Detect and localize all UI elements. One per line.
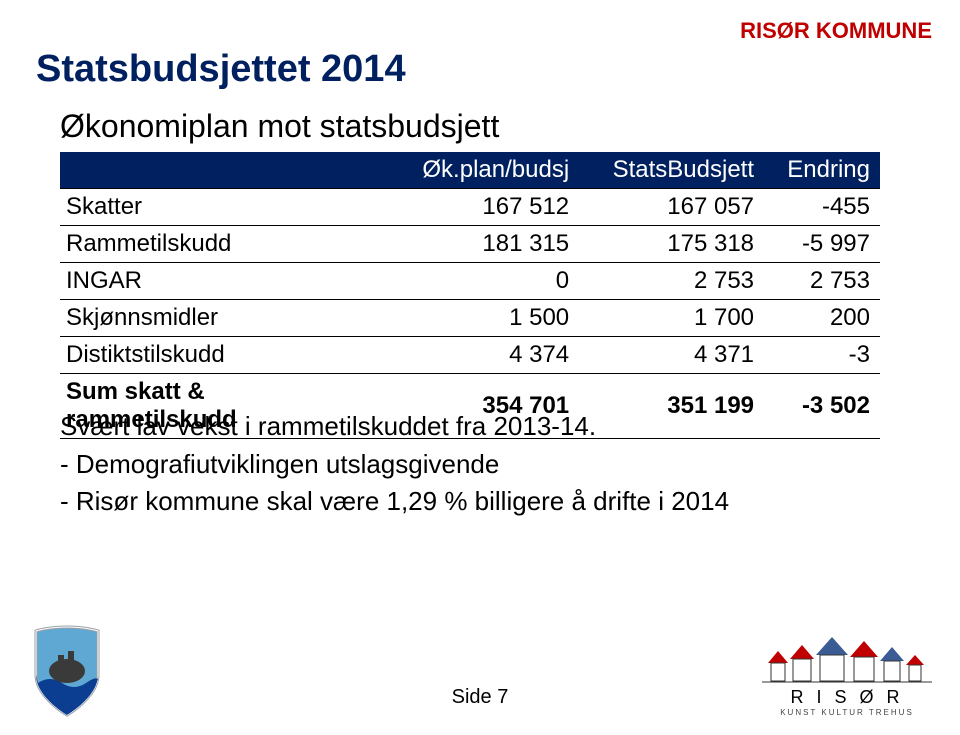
- row-statsbud: 2 753: [579, 263, 764, 300]
- row-endring: -455: [764, 189, 880, 226]
- col-endring: Endring: [764, 152, 880, 189]
- row-statsbud: 175 318: [579, 226, 764, 263]
- row-statsbud: 1 700: [579, 300, 764, 337]
- body-line-2: - Demografiutviklingen utslagsgivende: [60, 446, 729, 484]
- row-endring: 200: [764, 300, 880, 337]
- page-subtitle: Økonomiplan mot statsbudsjett: [60, 108, 499, 145]
- table-row: Rammetilskudd181 315175 318-5 997: [60, 226, 880, 263]
- table-row: Skjønnsmidler1 5001 700200: [60, 300, 880, 337]
- body-text: Svært lav vekst i rammetilskuddet fra 20…: [60, 408, 729, 521]
- body-line-1: Svært lav vekst i rammetilskuddet fra 20…: [60, 408, 729, 446]
- col-blank: [60, 152, 388, 189]
- row-okplan: 181 315: [388, 226, 579, 263]
- row-statsbud: 4 371: [579, 337, 764, 374]
- table-header-row: Øk.plan/budsj StatsBudsjett Endring: [60, 152, 880, 189]
- row-label: Rammetilskudd: [60, 226, 388, 263]
- row-endring: -5 997: [764, 226, 880, 263]
- logo-tagline: KUNST KULTUR TREHUS: [762, 708, 932, 717]
- brand-name: RISØR KOMMUNE: [740, 18, 932, 44]
- col-okplan: Øk.plan/budsj: [388, 152, 579, 189]
- municipal-crest-icon: [28, 625, 106, 717]
- row-label: Distiktstilskudd: [60, 337, 388, 374]
- page-number: Side 7: [452, 686, 509, 709]
- row-label: Skjønnsmidler: [60, 300, 388, 337]
- col-statsbud: StatsBudsjett: [579, 152, 764, 189]
- row-okplan: 1 500: [388, 300, 579, 337]
- row-endring: -3 502: [764, 374, 880, 439]
- row-okplan: 0: [388, 263, 579, 300]
- row-endring: -3: [764, 337, 880, 374]
- body-line-3: - Risør kommune skal være 1,29 % billige…: [60, 483, 729, 521]
- logo-wordmark: R I S Ø R: [762, 687, 932, 708]
- row-okplan: 167 512: [388, 189, 579, 226]
- row-endring: 2 753: [764, 263, 880, 300]
- row-label: Skatter: [60, 189, 388, 226]
- table-row: INGAR02 7532 753: [60, 263, 880, 300]
- row-statsbud: 167 057: [579, 189, 764, 226]
- table-row: Distiktstilskudd4 3744 371-3: [60, 337, 880, 374]
- page-title: Statsbudsjettet 2014: [36, 48, 406, 91]
- row-label: INGAR: [60, 263, 388, 300]
- budget-table: Øk.plan/budsj StatsBudsjett Endring Skat…: [60, 152, 880, 439]
- risor-logo: R I S Ø R KUNST KULTUR TREHUS: [762, 627, 932, 717]
- table-row: Skatter167 512167 057-455: [60, 189, 880, 226]
- houses-icon: [762, 627, 932, 685]
- row-okplan: 4 374: [388, 337, 579, 374]
